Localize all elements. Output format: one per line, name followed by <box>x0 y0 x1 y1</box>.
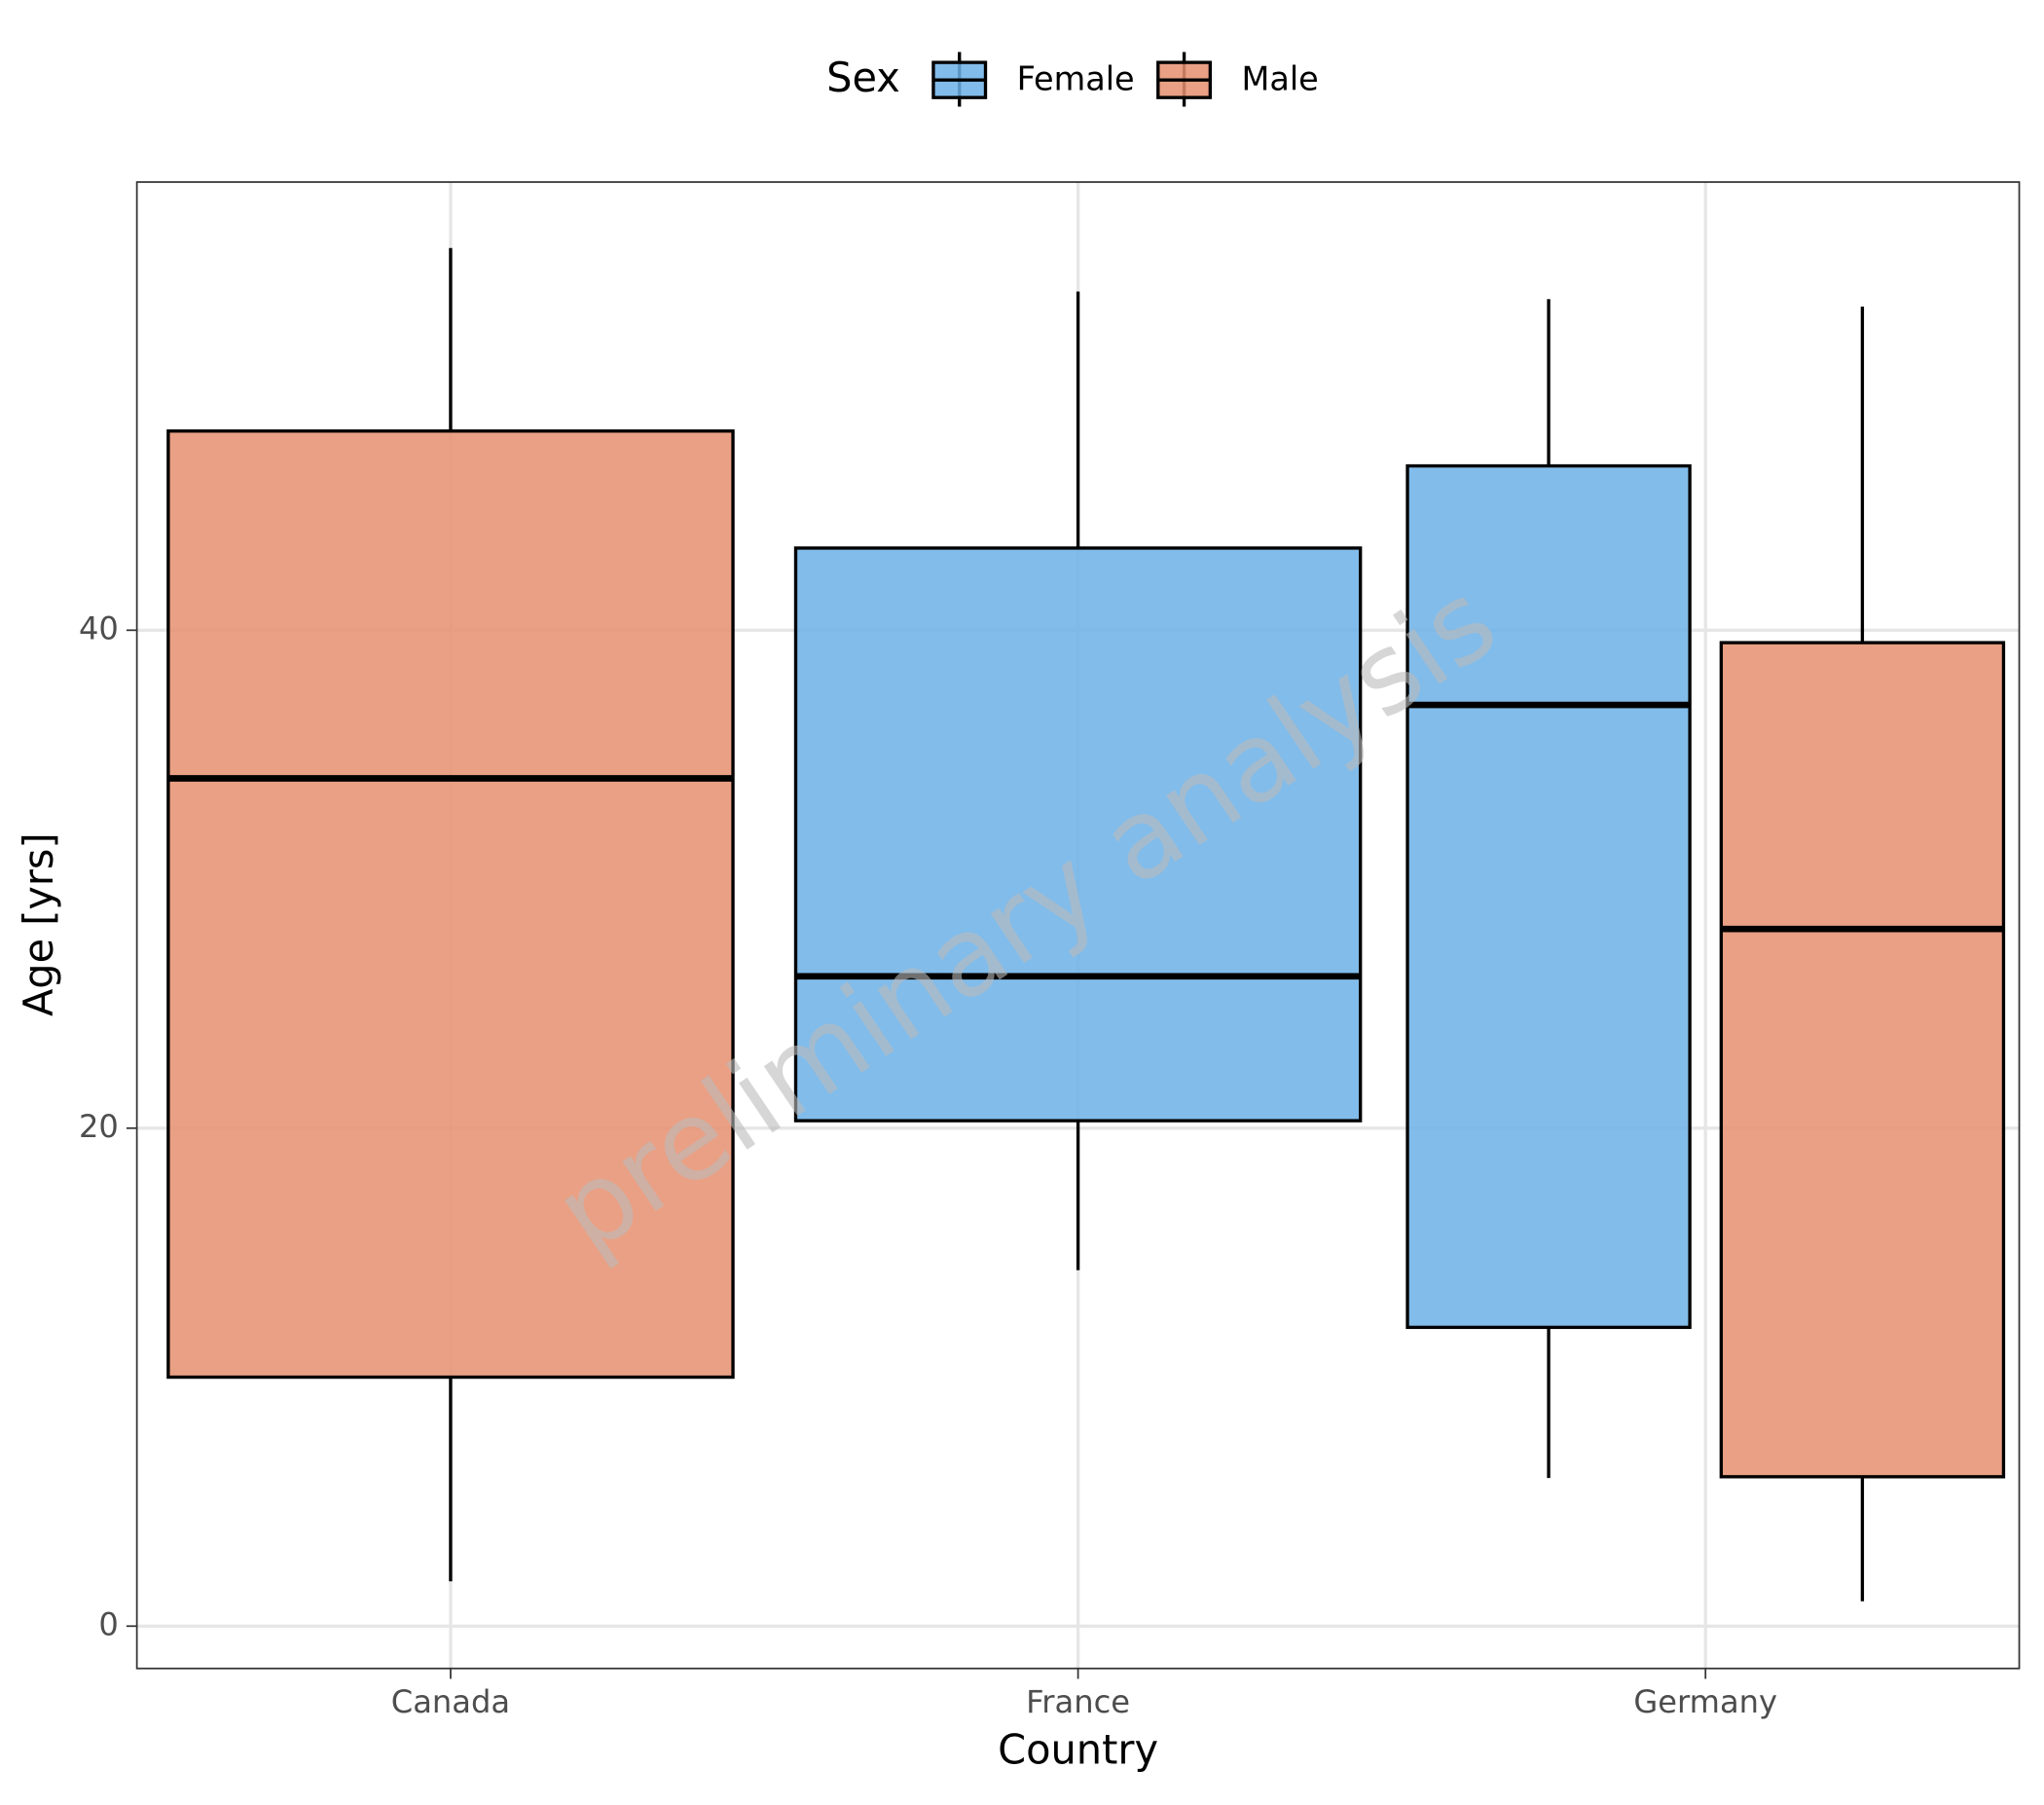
x-tick-label: Germany <box>1633 1683 1777 1720</box>
box <box>166 429 735 1380</box>
box <box>1719 641 2006 1479</box>
x-tick-label: Canada <box>391 1683 510 1720</box>
legend-label: Male <box>1241 59 1318 97</box>
panel-border <box>135 181 2021 1670</box>
box <box>1405 463 1692 1330</box>
y-axis-title: Age [yrs] <box>16 832 62 1016</box>
legend-title: Sex <box>826 55 900 101</box>
x-axis-title: Country <box>998 1727 1158 1774</box>
box <box>793 546 1363 1123</box>
y-tick-label: 40 <box>79 609 119 646</box>
y-tick-label: 0 <box>98 1605 118 1642</box>
x-tick-label: France <box>1026 1683 1130 1720</box>
y-tick-label: 20 <box>79 1108 119 1145</box>
legend-label: Female <box>1017 59 1135 97</box>
